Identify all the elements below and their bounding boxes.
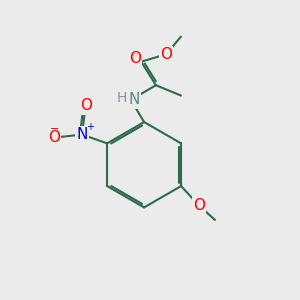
Text: O: O	[193, 198, 205, 213]
Text: −: −	[50, 124, 59, 134]
Text: O: O	[48, 130, 60, 145]
Text: O: O	[160, 47, 172, 62]
Text: N: N	[76, 127, 88, 142]
Text: +: +	[86, 122, 94, 132]
Text: O: O	[80, 98, 92, 113]
Text: H: H	[116, 91, 127, 105]
Text: O: O	[129, 51, 141, 66]
Text: N: N	[129, 92, 140, 107]
